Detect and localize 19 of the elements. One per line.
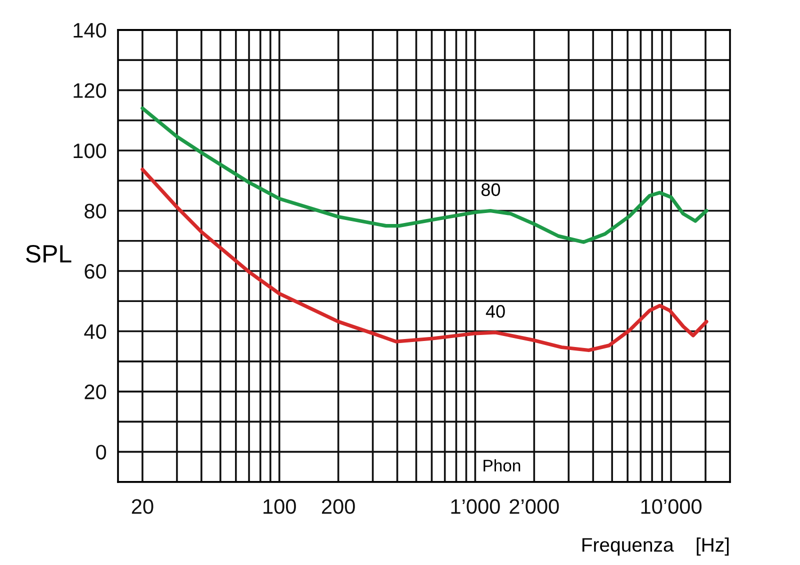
y-tick-label: 40 [84,324,106,340]
y-tick-label: 140 [74,22,106,38]
x-tick-label: 10’000 [641,499,702,514]
x-tick-label: 1’000 [451,499,500,514]
y-tick-label: 0 [96,444,106,460]
y-tick-label: 80 [84,204,106,218]
y-tick-label: 120 [74,83,106,98]
y-tick-label: 60 [84,264,106,279]
x-tick-label: 2’000 [510,499,559,514]
y-tick-label: 100 [74,143,106,158]
annotation: 40 [486,305,505,318]
annotation: Phon [484,459,520,472]
y-axis-title: SPL [26,244,72,263]
x-tick-label: 20 [132,499,154,514]
annotation: 80 [481,183,500,196]
x-tick-label: 200 [322,499,355,514]
x-tick-label: 100 [264,499,296,514]
y-tick-label: 20 [84,384,106,400]
x-axis-title: Frequenza [Hz] [582,537,729,556]
